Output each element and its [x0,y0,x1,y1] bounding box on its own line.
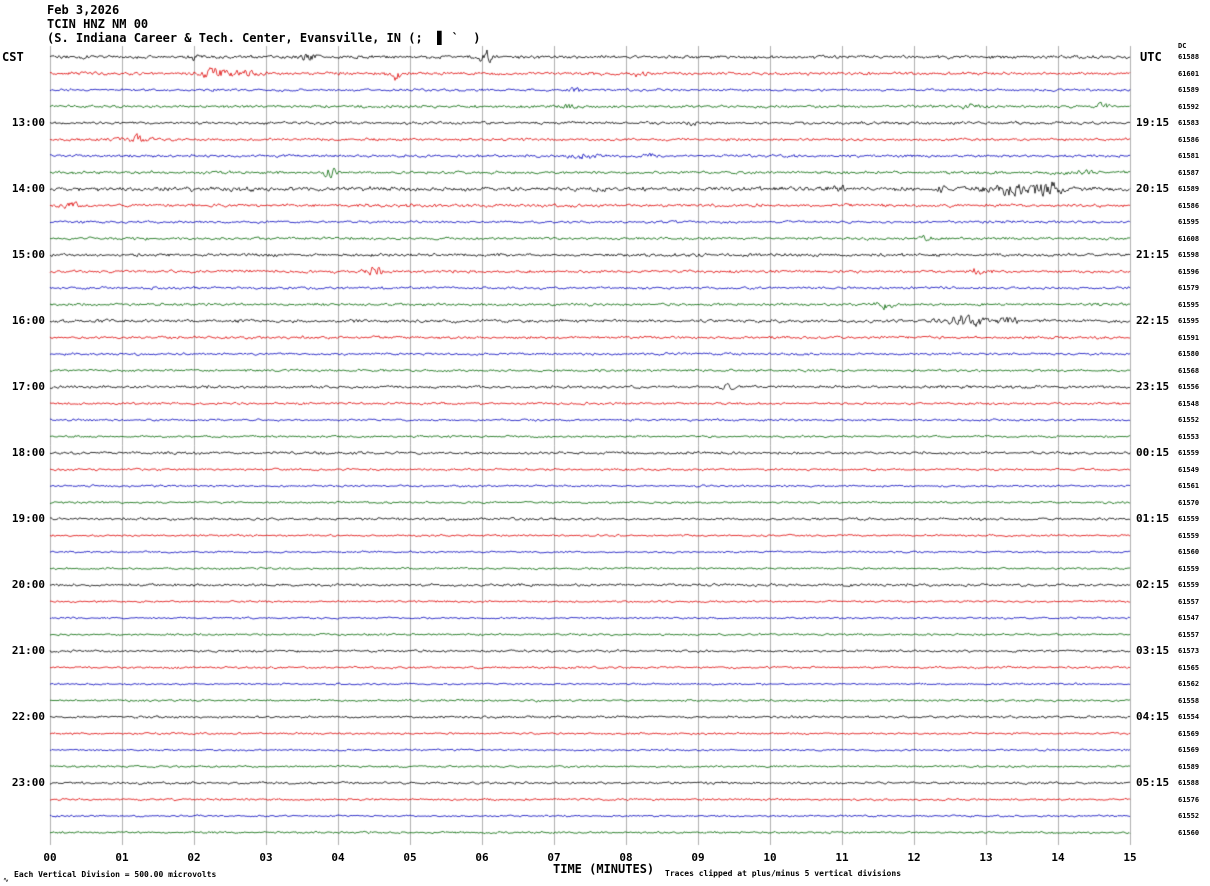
clipping-note: Traces clipped at plus/minus 5 vertical … [665,869,902,878]
x-tick-06: 06 [475,851,489,864]
x-tick-08: 08 [619,851,633,864]
dc-offset-value: 61601 [1178,69,1200,78]
utc-time-label: 03:15 [1136,644,1170,657]
cst-time-label: 18:00 [11,446,45,459]
x-axis-title: TIME (MINUTES) [553,862,655,876]
utc-time-label: 01:15 [1136,512,1170,525]
utc-time-label: 04:15 [1136,710,1170,723]
dc-offset-value: 61569 [1178,729,1200,738]
dc-offset-value: 61553 [1178,432,1200,441]
x-tick-13: 13 [979,851,993,864]
x-tick-11: 11 [835,851,849,864]
dc-offset-value: 61589 [1178,185,1200,193]
dc-offset-value: 61583 [1178,119,1200,127]
dc-offset-value: 61591 [1178,333,1200,342]
x-tick-03: 03 [259,851,273,864]
x-tick-05: 05 [403,851,417,864]
dc-offset-value: 61587 [1178,168,1200,177]
utc-axis-header: UTC [1140,50,1162,64]
dc-offset-value: 61573 [1178,647,1200,655]
utc-time-label: 22:15 [1136,314,1170,327]
x-tick-01: 01 [115,851,129,864]
location-label: (S. Indiana Career & Tech. Center, Evans… [47,31,481,45]
cst-time-label: 21:00 [11,644,45,657]
x-tick-15: 15 [1123,851,1137,864]
x-tick-09: 09 [691,851,705,864]
dc-offset-value: 61556 [1178,383,1200,391]
dc-offset-value: 61560 [1178,828,1200,837]
x-tick-04: 04 [331,851,345,864]
dc-offset-value: 61557 [1178,597,1200,606]
dc-offset-value: 61589 [1178,86,1200,94]
dc-column-header: DC [1178,42,1187,50]
utc-time-label: 05:15 [1136,776,1170,789]
dc-offset-value: 61558 [1178,696,1200,705]
cst-time-label: 19:00 [11,512,45,525]
dc-offset-value: 61608 [1178,234,1200,243]
utc-time-label: 21:15 [1136,248,1170,261]
dc-offset-value: 61549 [1178,465,1200,474]
x-tick-14: 14 [1051,851,1065,864]
utc-time-label: 20:15 [1136,182,1170,195]
corner-mark: ∿ [3,876,9,884]
cst-time-label: 16:00 [11,314,45,327]
dc-offset-value: 61589 [1178,762,1200,771]
x-tick-07: 07 [547,851,561,864]
x-tick-10: 10 [763,851,777,864]
dc-offset-value: 61570 [1178,498,1200,507]
cst-time-label: 22:00 [11,710,45,723]
dc-offset-value: 61559 [1178,531,1200,540]
dc-offset-value: 61581 [1178,152,1200,160]
utc-time-label: 00:15 [1136,446,1170,459]
utc-time-label: 23:15 [1136,380,1170,393]
dc-offset-value: 61559 [1178,564,1200,573]
station-label: TCIN HNZ NM 00 [47,17,149,31]
cst-time-label: 14:00 [11,182,45,195]
x-tick-12: 12 [907,851,921,864]
dc-offset-value: 61559 [1178,449,1200,457]
dc-offset-value: 61557 [1178,630,1200,639]
dc-offset-value: 61595 [1178,218,1200,226]
dc-offset-value: 61548 [1178,399,1200,408]
dc-offset-value: 61561 [1178,482,1200,490]
dc-offset-value: 61547 [1178,614,1200,622]
cst-time-label: 13:00 [11,116,45,129]
dc-offset-value: 61596 [1178,267,1200,276]
dc-offset-value: 61559 [1178,515,1200,523]
dc-offset-value: 61592 [1178,102,1200,111]
dc-offset-value: 61580 [1178,350,1200,358]
dc-offset-value: 61595 [1178,317,1200,325]
dc-offset-value: 61552 [1178,812,1200,820]
x-tick-00: 00 [43,851,57,864]
date-label: Feb 3,2026 [47,3,120,17]
dc-offset-value: 61576 [1178,795,1200,804]
dc-offset-value: 61552 [1178,416,1200,424]
vertical-scale-note: Each Vertical Division = 500.00 microvol… [14,870,217,879]
dc-offset-value: 61568 [1178,366,1200,375]
dc-offset-value: 61579 [1178,284,1200,292]
dc-offset-value: 61565 [1178,663,1200,672]
cst-time-label: 15:00 [11,248,45,261]
cst-axis-header: CST [2,50,24,64]
dc-offset-value: 61598 [1178,251,1200,259]
x-tick-02: 02 [187,851,201,864]
dc-offset-value: 61559 [1178,581,1200,589]
utc-time-label: 19:15 [1136,116,1170,129]
dc-offset-value: 61562 [1178,680,1200,688]
dc-offset-value: 61586 [1178,201,1200,210]
dc-offset-value: 61560 [1178,548,1200,556]
cst-time-label: 23:00 [11,776,45,789]
dc-offset-value: 61569 [1178,746,1200,754]
dc-offset-value: 61588 [1178,53,1200,61]
dc-offset-value: 61586 [1178,135,1200,144]
utc-time-label: 02:15 [1136,578,1170,591]
dc-offset-value: 61588 [1178,779,1200,787]
cst-time-label: 17:00 [11,380,45,393]
dc-offset-value: 61554 [1178,713,1200,721]
cst-time-label: 20:00 [11,578,45,591]
dc-offset-value: 61595 [1178,300,1200,309]
